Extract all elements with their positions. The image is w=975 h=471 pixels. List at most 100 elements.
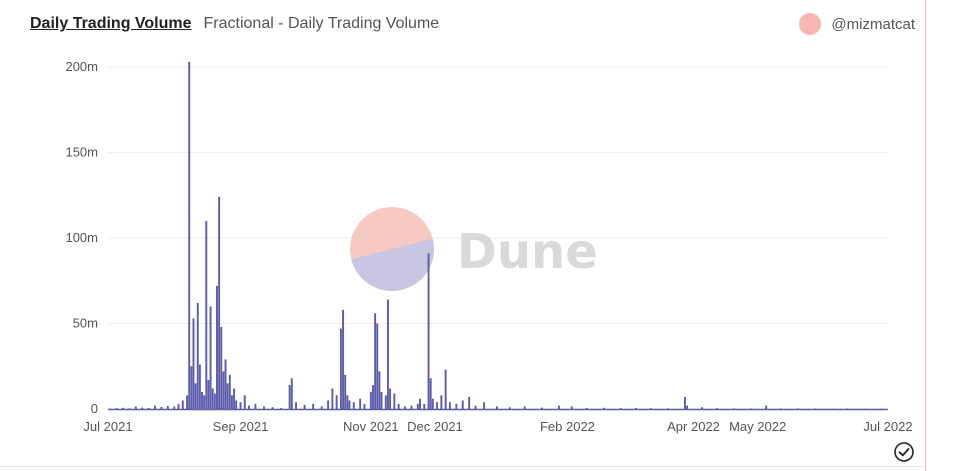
bar[interactable]: [380, 391, 383, 409]
bar[interactable]: [378, 371, 381, 409]
bar[interactable]: [166, 405, 169, 409]
bar[interactable]: [765, 405, 768, 409]
bar[interactable]: [154, 405, 156, 409]
bar[interactable]: [369, 391, 372, 409]
bar[interactable]: [523, 406, 526, 409]
bar[interactable]: [716, 408, 718, 409]
bar[interactable]: [389, 388, 392, 409]
bar[interactable]: [271, 407, 274, 409]
bar[interactable]: [495, 406, 498, 409]
bar[interactable]: [207, 379, 210, 409]
bar[interactable]: [346, 395, 349, 409]
bar[interactable]: [186, 395, 189, 409]
bar[interactable]: [440, 395, 443, 409]
bar[interactable]: [290, 378, 293, 409]
bar[interactable]: [666, 408, 669, 409]
bar[interactable]: [228, 374, 231, 409]
bar[interactable]: [134, 406, 137, 409]
bar[interactable]: [404, 406, 406, 409]
bar[interactable]: [201, 391, 203, 409]
bar[interactable]: [634, 407, 637, 409]
bar[interactable]: [213, 393, 216, 409]
bar[interactable]: [352, 402, 355, 409]
bar[interactable]: [393, 393, 396, 409]
bar[interactable]: [416, 403, 419, 409]
bar[interactable]: [173, 406, 176, 409]
bar[interactable]: [128, 408, 131, 409]
bar[interactable]: [263, 406, 265, 409]
bar[interactable]: [196, 302, 199, 409]
bar[interactable]: [194, 383, 197, 409]
bar[interactable]: [288, 385, 291, 409]
bar[interactable]: [160, 406, 163, 409]
bar[interactable]: [448, 402, 451, 409]
bar[interactable]: [619, 408, 622, 409]
bar[interactable]: [303, 404, 306, 409]
bar[interactable]: [188, 61, 191, 410]
bar[interactable]: [280, 408, 283, 409]
bar[interactable]: [649, 408, 652, 409]
bar[interactable]: [335, 395, 338, 409]
check-circle-icon[interactable]: [893, 441, 915, 463]
bar[interactable]: [585, 407, 588, 409]
bar[interactable]: [122, 407, 124, 409]
bar[interactable]: [230, 395, 233, 409]
author-name[interactable]: @mizmatcat: [831, 15, 915, 33]
bar[interactable]: [115, 408, 118, 409]
bar[interactable]: [220, 326, 223, 409]
bar[interactable]: [235, 400, 238, 409]
bar[interactable]: [147, 407, 150, 409]
bar[interactable]: [701, 407, 704, 409]
bar[interactable]: [427, 253, 430, 409]
bar[interactable]: [181, 400, 184, 409]
bar[interactable]: [348, 400, 351, 409]
bar[interactable]: [177, 403, 180, 409]
bar[interactable]: [468, 397, 471, 409]
bar[interactable]: [363, 403, 366, 409]
bar[interactable]: [218, 196, 221, 409]
bar[interactable]: [431, 398, 434, 409]
bar[interactable]: [327, 400, 330, 409]
bar[interactable]: [461, 400, 464, 409]
bar[interactable]: [797, 408, 800, 409]
bar[interactable]: [248, 405, 250, 409]
bar[interactable]: [410, 405, 413, 409]
bar[interactable]: [141, 407, 144, 409]
bar[interactable]: [339, 328, 342, 409]
chart-title[interactable]: Daily Trading Volume: [30, 15, 192, 32]
bar[interactable]: [374, 313, 377, 409]
bar[interactable]: [198, 364, 201, 409]
bar[interactable]: [557, 405, 560, 409]
bar[interactable]: [508, 407, 511, 409]
bar[interactable]: [254, 403, 257, 409]
bar[interactable]: [372, 385, 374, 409]
bar[interactable]: [429, 378, 432, 409]
bar[interactable]: [331, 388, 334, 409]
bar[interactable]: [436, 402, 439, 409]
bar[interactable]: [483, 402, 486, 409]
bar[interactable]: [295, 402, 298, 409]
bar[interactable]: [233, 388, 236, 409]
bar[interactable]: [602, 407, 605, 409]
bar[interactable]: [226, 383, 229, 409]
bar[interactable]: [344, 374, 347, 409]
bar[interactable]: [384, 395, 387, 409]
bar[interactable]: [444, 369, 447, 409]
bar[interactable]: [211, 388, 214, 409]
bar[interactable]: [570, 406, 573, 409]
bar[interactable]: [423, 403, 426, 409]
bar[interactable]: [386, 299, 389, 409]
bar[interactable]: [216, 285, 218, 409]
bar[interactable]: [686, 405, 689, 409]
bar[interactable]: [397, 403, 400, 409]
bar[interactable]: [239, 402, 242, 409]
author-badge[interactable]: @mizmatcat: [799, 12, 915, 36]
bar[interactable]: [312, 403, 315, 409]
bar[interactable]: [320, 406, 323, 409]
bar[interactable]: [359, 398, 362, 409]
bar[interactable]: [209, 306, 212, 409]
bar[interactable]: [376, 323, 379, 410]
bar[interactable]: [190, 366, 193, 409]
bar[interactable]: [419, 398, 421, 409]
bar[interactable]: [243, 395, 246, 409]
